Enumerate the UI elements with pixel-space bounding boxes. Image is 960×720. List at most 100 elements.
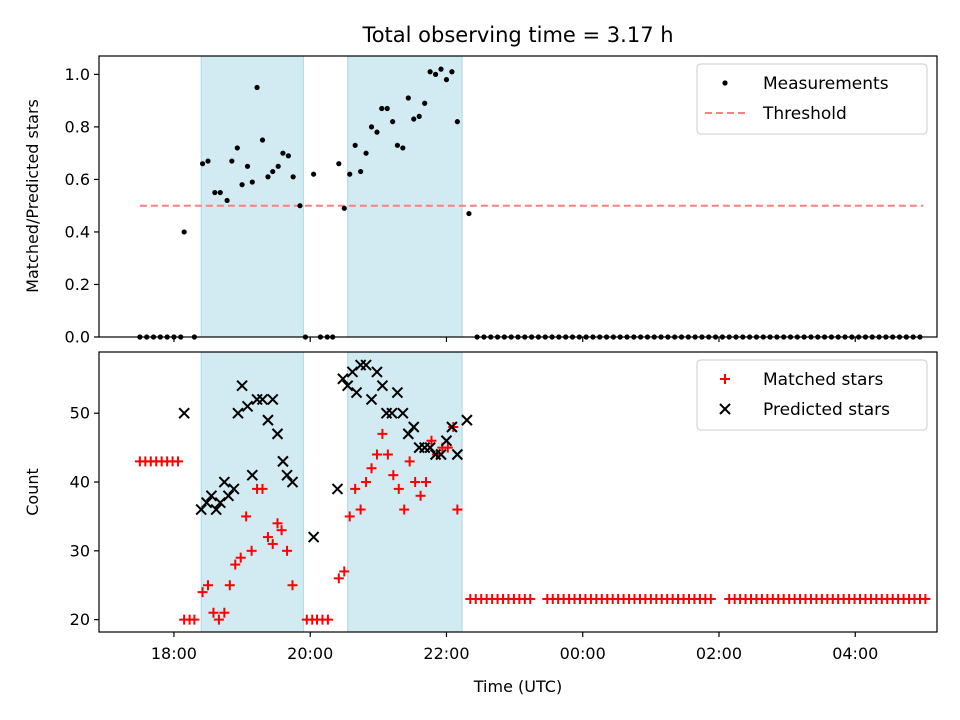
matched-star-point <box>404 456 415 467</box>
matched-star-point <box>241 511 252 522</box>
matched-star-point <box>322 614 333 625</box>
measurement-point <box>212 189 218 196</box>
x-marker-b <box>331 483 344 495</box>
predicted-star-point <box>440 435 453 447</box>
x-tick-label: 02:00 <box>696 644 742 663</box>
y-tick-label: 0.0 <box>65 328 90 347</box>
y-tick-label: 30 <box>70 541 90 560</box>
measurement-point <box>249 179 255 185</box>
measurement-point <box>199 161 206 167</box>
x-marker-b <box>228 483 240 495</box>
x-marker-b <box>178 407 190 419</box>
measurement-point <box>411 116 417 122</box>
measurement-point <box>285 153 292 159</box>
matched-star-point <box>339 566 350 577</box>
measurement-point <box>384 105 390 112</box>
measurement-point <box>352 142 358 148</box>
predicted-star-point <box>232 407 244 419</box>
x-marker-b <box>246 469 258 481</box>
predicted-star-point <box>337 373 349 385</box>
matched-star-point <box>350 483 361 494</box>
predicted-star-point <box>350 386 363 399</box>
measurement-point <box>368 124 375 130</box>
y-tick-label: 1.0 <box>65 65 90 84</box>
matched-star-point <box>382 449 393 460</box>
measurement-point <box>336 161 342 167</box>
predicted-star-point <box>222 490 235 502</box>
x-marker-b <box>350 386 363 399</box>
matched-star-point <box>173 456 184 467</box>
matched-star-point <box>920 593 931 604</box>
x-marker-b <box>241 400 254 413</box>
matched-star-point <box>415 490 426 501</box>
x-marker-b <box>341 380 354 392</box>
legend-label: Matched stars <box>763 370 883 390</box>
bottom-y-axis-label: Count <box>23 468 42 516</box>
y-tick-label: 0.6 <box>65 170 90 189</box>
matched-star-point <box>213 614 224 625</box>
y-tick-label: 50 <box>70 404 90 423</box>
y-tick-label: 0.2 <box>65 275 90 294</box>
measurement-point <box>394 142 401 148</box>
top-panel-matched-ratio: 0.0 0.2 0.4 0.6 0.8 1.0 Measurements Threshold <box>65 55 938 347</box>
measurement-point <box>347 171 353 177</box>
predicted-star-point <box>360 359 372 371</box>
x-tick-label: 04:00 <box>832 644 878 663</box>
matched-star-point <box>333 573 344 584</box>
measurement-point <box>205 158 211 164</box>
x-marker-b <box>451 448 464 461</box>
predicted-star-point <box>365 393 378 406</box>
x-marker-b <box>402 428 415 440</box>
predicted-star-point <box>446 421 458 433</box>
legend-box <box>696 359 928 431</box>
predicted-star-point <box>271 428 284 440</box>
x-marker-b <box>360 359 372 371</box>
predicted-star-point <box>451 448 464 461</box>
measurement-point <box>438 66 444 72</box>
matched-star-point <box>399 504 410 515</box>
predicted-star-point <box>228 483 240 495</box>
predicted-star-point <box>386 407 398 419</box>
y-tick-label: 0.4 <box>65 222 90 241</box>
measurement-point <box>427 69 433 75</box>
predicted-star-point <box>435 448 447 461</box>
x-marker-b <box>256 393 269 406</box>
x-marker-b <box>195 503 207 516</box>
x-marker-b <box>277 455 289 468</box>
predicted-star-point <box>307 531 320 543</box>
top-y-axis-label: Matched/Predicted stars <box>23 99 42 293</box>
legend-label: Threshold <box>762 104 847 124</box>
predicted-star-point <box>256 393 269 406</box>
predicted-star-point <box>461 414 473 426</box>
legend-box <box>696 63 928 135</box>
x-marker-b <box>286 476 299 488</box>
measurement-point <box>270 168 276 175</box>
x-marker-b <box>267 393 279 406</box>
matched-star-point <box>377 428 388 439</box>
x-marker-b <box>435 448 447 461</box>
measurement-point <box>275 163 281 169</box>
matched-star-point <box>344 511 355 522</box>
predicted-star-point <box>376 380 389 392</box>
matched-star-point <box>388 470 399 481</box>
matched-star-point <box>230 559 241 570</box>
measurement-point <box>390 119 396 125</box>
measurement-point <box>265 174 271 180</box>
predicted-star-point <box>402 428 415 440</box>
x-marker-b <box>271 428 284 440</box>
predicted-star-point <box>341 380 354 392</box>
matched-star-point <box>525 593 536 604</box>
x-marker-b <box>205 490 218 502</box>
x-marker-b <box>391 386 404 399</box>
observing-window-shade <box>347 55 463 338</box>
matched-star-point <box>276 525 287 536</box>
measurement-point <box>400 145 406 151</box>
measurement-point <box>217 189 223 196</box>
x-marker-b <box>222 490 235 502</box>
matched-star-point <box>371 449 382 460</box>
matched-star-point <box>203 580 214 591</box>
matched-star-point <box>442 442 453 453</box>
measurement-point <box>229 158 235 164</box>
matched-star-point <box>197 587 208 598</box>
